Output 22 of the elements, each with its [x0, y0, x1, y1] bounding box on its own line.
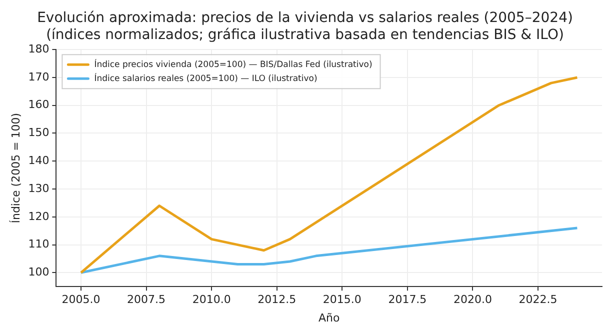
x-tick-label: 2005.0 — [62, 293, 100, 306]
y-tick-label: 110 — [28, 238, 50, 251]
x-tick-label: 2022.5 — [518, 293, 558, 306]
y-tick-label: 140 — [28, 154, 50, 167]
legend-label: Índice salarios reales (2005=100) — ILO (ilustrativo) — [94, 72, 318, 84]
x-tick-label: 2015.0 — [322, 293, 362, 306]
x-tick-label: 2010.0 — [192, 293, 231, 306]
x-tick-label: 2007.5 — [127, 293, 166, 306]
y-axis-title: Índice (2005 = 100) — [8, 112, 22, 224]
x-axis-title: Año — [318, 311, 340, 324]
legend-label: Índice precios vivienda (2005=100) — BIS/Dallas Fed (ilustrativo) — [94, 58, 372, 70]
y-tick-label: 100 — [28, 266, 50, 279]
x-tick-label: 2012.5 — [258, 293, 296, 306]
y-tick-label: 150 — [28, 126, 50, 140]
y-tick-label: 120 — [28, 210, 50, 223]
y-tick-label: 160 — [28, 98, 50, 112]
y-tick-label: 180 — [28, 42, 50, 56]
chart-title: Evolución aproximada: precios de la vivienda vs salarios reales (2005–2024) (índices normalizados; gráfica ilustrativa basada en tendencias BIS & ILO) — [37, 10, 573, 43]
x-tick-label: 2020.0 — [453, 293, 492, 306]
y-tick-label: 170 — [28, 70, 50, 84]
x-tick-label: 2017.5 — [388, 293, 427, 306]
y-tick-label: 130 — [28, 182, 50, 195]
